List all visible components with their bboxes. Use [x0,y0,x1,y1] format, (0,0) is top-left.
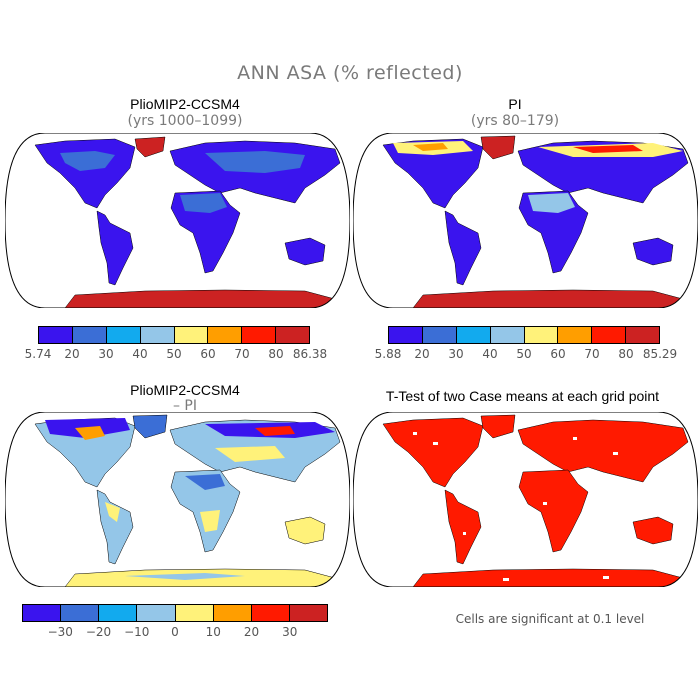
colorbar-swatch [213,605,252,621]
colorbar-swatch [106,327,141,343]
panel2-title: PI [508,96,522,112]
colorbar-tick-label: 40 [132,347,148,361]
colorbar-swatch [276,327,309,343]
colorbar-tick-label: 60 [550,347,566,361]
colorbar-swatch [626,327,659,343]
colorbar-tick-label: 30 [98,347,114,361]
colorbar-tick-label: 5.88 [374,347,402,361]
colorbar-tick-label: 60 [200,347,216,361]
colorbar-tick-label: 30 [448,347,464,361]
colorbar-tick-label: 85.29 [642,347,678,361]
map-pliomip2-ccsm4 [5,133,350,308]
map-pi [353,133,698,308]
colorbar-tick-label: −20 [85,625,112,639]
colorbar-swatch [23,605,62,621]
colorbar-swatch [422,327,457,343]
colorbar-tick-label: 50 [516,347,532,361]
colorbar-tick-label: 50 [166,347,182,361]
colorbar-swatch [242,327,277,343]
colorbar-swatch [39,327,73,343]
colorbar-panel2 [388,326,660,344]
colorbar-swatch [524,327,559,343]
panel4-title: T-Test of two Case means at each grid po… [385,388,660,404]
colorbar-swatch [61,605,100,621]
colorbar-tick-label: 80 [268,347,284,361]
colorbar-swatch [140,327,175,343]
colorbar-tick-label: 5.74 [24,347,52,361]
colorbar-panel3 [22,604,328,622]
panel1-title: PlioMIP2-CCSM4 [130,96,240,112]
colorbar-tick-label: 30 [282,625,298,639]
colorbar-swatch [99,605,138,621]
colorbar-swatch [208,327,243,343]
significance-note: Cells are significant at 0.1 level [455,612,645,626]
colorbar-tick-label: 20 [64,347,80,361]
map-ttest-significance [353,412,698,587]
colorbar-swatch [456,327,491,343]
colorbar-swatch [389,327,423,343]
colorbar-swatch [490,327,525,343]
colorbar-swatch [251,605,290,621]
colorbar-tick-label: 20 [243,625,260,639]
panel2-subtitle: (yrs 80–179) [470,113,560,129]
colorbar-swatch [174,327,209,343]
colorbar-swatch [289,605,327,621]
colorbar-tick-label: 10 [205,625,221,639]
colorbar-swatch [175,605,214,621]
colorbar-swatch [72,327,107,343]
colorbar-tick-label: 40 [482,347,498,361]
colorbar-swatch [592,327,627,343]
colorbar-tick-label: 80 [618,347,634,361]
panel1-subtitle: (yrs 1000–1099) [127,113,243,129]
panel3-title: PlioMIP2-CCSM4 [130,382,240,398]
map-difference [5,412,350,587]
colorbar-tick-label: 86.38 [292,347,328,361]
colorbar-tick-label: 20 [414,347,430,361]
figure-title: ANN ASA (% reflected) [237,62,463,84]
colorbar-panel1 [38,326,310,344]
colorbar-swatch [137,605,176,621]
colorbar-tick-label: 0 [171,625,179,639]
colorbar-tick-label: 70 [234,347,250,361]
colorbar-tick-label: −30 [47,625,73,639]
colorbar-tick-label: 70 [584,347,600,361]
colorbar-tick-label: −10 [124,625,150,639]
panel3-subtitle: – PI [172,398,198,414]
colorbar-swatch [558,327,593,343]
